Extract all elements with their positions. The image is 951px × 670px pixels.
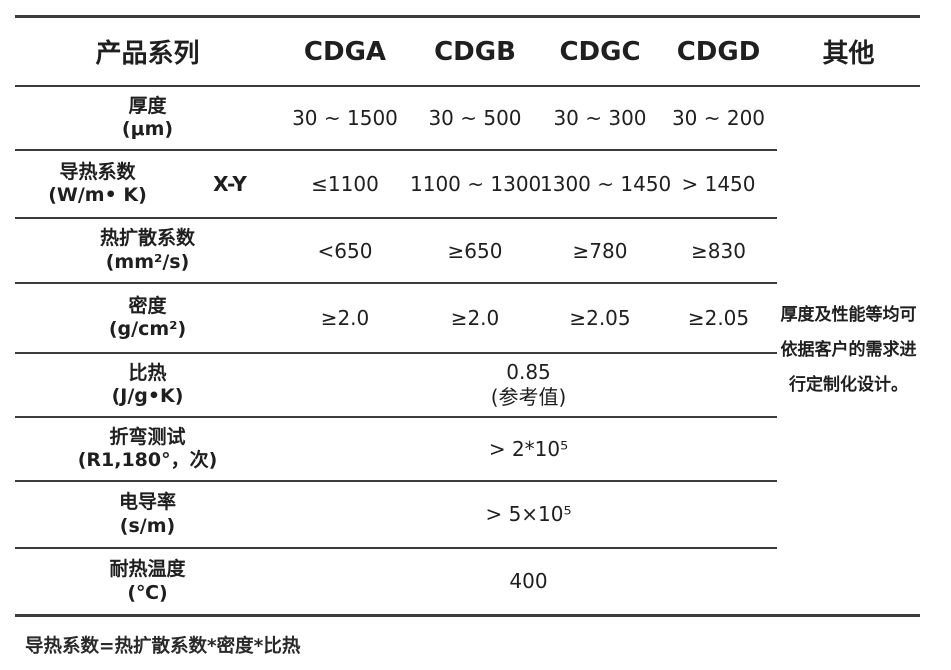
row-name: 密度 (128, 294, 167, 317)
customization-note: 厚度及性能等均可 依据客户的需求进 行定制化设计。 (781, 298, 917, 403)
row-name: 厚度 (128, 94, 167, 117)
cell-value: ≥2.05 (569, 306, 631, 330)
cell-value: ≤1100 (311, 172, 379, 196)
cell-value: ≥650 (447, 238, 503, 263)
col-header-cdgd: CDGD (676, 36, 761, 67)
col-header-cdga: CDGA (303, 36, 387, 67)
product-spec-table: 产品系列 CDGA CDGB CDGC CDGD 其他 厚度 (μm) 30 ~… (15, 15, 920, 617)
row-specific-heat: 比热 (J/g•K) 0.85 (参考值) (15, 354, 777, 418)
cell-merged-value: > 5×10⁵ (485, 502, 572, 526)
other-column-merged-cell: 厚度及性能等均可 依据客户的需求进 行定制化设计。 (777, 87, 920, 614)
row-unit: (W/m• K) (48, 184, 147, 206)
row-thermal-conductivity: 导热系数 (W/m• K) X-Y ≤1100 1100 ~ 1300 1300… (15, 151, 777, 219)
cell-value: ≥2.0 (450, 306, 500, 330)
cell-merged-value: 400 (509, 569, 548, 593)
row-unit: (mm²/s) (105, 250, 190, 273)
cell-value: 30 ~ 500 (428, 106, 522, 130)
col-header-cdgb: CDGB (434, 36, 516, 67)
cell-merged-value: > 2*10⁵ (488, 436, 569, 461)
cell-value: 1100 ~ 1300 (410, 172, 542, 196)
table-body-left: 厚度 (μm) 30 ~ 1500 30 ~ 500 30 ~ 300 30 ~… (15, 87, 777, 614)
row-label-bend-test: 折弯测试 (R1,180°，次) (15, 426, 280, 472)
row-name: 热扩散系数 (99, 227, 195, 250)
row-thickness: 厚度 (μm) 30 ~ 1500 30 ~ 500 30 ~ 300 30 ~… (15, 87, 777, 151)
customization-note-line3: 行定制化设计。 (789, 375, 908, 395)
cell-value: ≥2.05 (687, 306, 750, 330)
row-label-electrical-conductivity: 电导率 (s/m) (15, 491, 280, 537)
row-name: 耐热温度 (109, 558, 186, 581)
axis-sublabel: X-Y (213, 172, 247, 196)
cell-value: <650 (317, 238, 373, 263)
row-electrical-conductivity: 电导率 (s/m) > 5×10⁵ (15, 482, 777, 549)
row-unit: (R1,180°，次) (77, 449, 218, 471)
merged-value-line2: (参考值) (490, 385, 567, 409)
formula-footnote: 导热系数=热扩散系数*密度*比热 (25, 636, 301, 657)
row-thermal-diffusivity: 热扩散系数 (mm²/s) <650 ≥650 ≥780 ≥830 (15, 219, 777, 284)
cell-value: 30 ~ 1500 (292, 106, 398, 130)
row-bend-test: 折弯测试 (R1,180°，次) > 2*10⁵ (15, 418, 777, 482)
row-unit: (℃) (127, 581, 168, 604)
row-unit: (J/g•K) (111, 385, 184, 407)
merged-value-line1: 0.85 (506, 360, 551, 384)
col-header-cdgc: CDGC (559, 36, 641, 67)
row-unit: (s/m) (119, 514, 176, 537)
row-label-density: 密度 (g/cm²) (15, 295, 280, 341)
cell-value: 30 ~ 300 (553, 106, 647, 130)
row-name: 折弯测试 (109, 425, 186, 448)
cell-value: 1300 ~ 1450 (540, 172, 672, 196)
cell-value: 30 ~ 200 (671, 106, 766, 130)
row-name: 电导率 (118, 491, 176, 514)
row-label-thermal-diffusivity: 热扩散系数 (mm²/s) (15, 227, 280, 273)
row-label-thickness: 厚度 (μm) (15, 95, 280, 141)
cell-value: ≥780 (572, 238, 628, 263)
cell-value: ≥830 (691, 238, 746, 263)
row-label-heat-resistance: 耐热温度 (℃) (15, 558, 280, 604)
header-row: 产品系列 CDGA CDGB CDGC CDGD 其他 (15, 18, 920, 87)
customization-note-line2: 依据客户的需求进 (780, 340, 917, 360)
col-header-product-series: 产品系列 (95, 39, 200, 69)
row-density: 密度 (g/cm²) ≥2.0 ≥2.0 ≥2.05 ≥2.05 (15, 284, 777, 354)
row-label-thermal-conductivity: 导热系数 (W/m• K) X-Y (15, 161, 280, 207)
row-unit: (μm) (121, 118, 174, 140)
row-label-specific-heat: 比热 (J/g•K) (15, 362, 280, 408)
row-name-block: 导热系数 (W/m• K) (15, 161, 180, 207)
row-heat-resistance-temperature: 耐热温度 (℃) 400 (15, 549, 777, 614)
row-name: 导热系数 (59, 160, 136, 183)
row-unit: (g/cm²) (108, 318, 187, 340)
table-body: 厚度 (μm) 30 ~ 1500 30 ~ 500 30 ~ 300 30 ~… (15, 87, 920, 614)
row-name: 比热 (128, 361, 167, 384)
customization-note-line1: 厚度及性能等均可 (780, 305, 917, 325)
cell-value: ≥2.0 (320, 306, 370, 330)
col-header-other: 其他 (822, 39, 875, 69)
cell-value: > 1450 (681, 172, 756, 196)
cell-merged-value: 0.85 (参考值) (280, 360, 777, 410)
